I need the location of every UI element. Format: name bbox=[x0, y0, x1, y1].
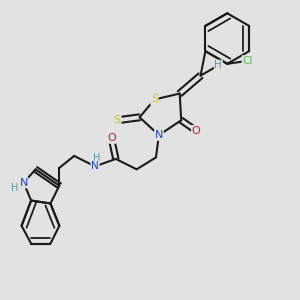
Text: O: O bbox=[192, 126, 200, 136]
Text: N: N bbox=[155, 130, 163, 140]
Text: S: S bbox=[151, 94, 158, 104]
Text: O: O bbox=[107, 133, 116, 143]
Text: H: H bbox=[11, 183, 19, 193]
Text: H: H bbox=[93, 153, 100, 163]
Text: S: S bbox=[114, 115, 121, 125]
Text: H: H bbox=[214, 60, 222, 70]
Text: Cl: Cl bbox=[242, 56, 253, 66]
Text: N: N bbox=[91, 161, 99, 171]
Text: N: N bbox=[20, 178, 28, 188]
